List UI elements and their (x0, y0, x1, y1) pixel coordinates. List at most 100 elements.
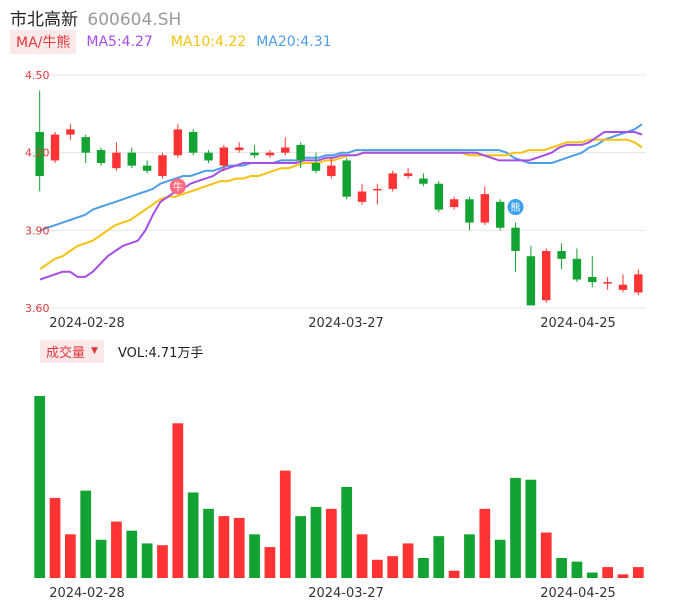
volume-bar (310, 507, 322, 578)
candle-body (219, 147, 229, 166)
candle-body (526, 256, 536, 306)
volume-bar (433, 536, 445, 578)
stock-code: 600604.SH (87, 10, 182, 30)
volume-tab-label: 成交量 (46, 345, 86, 361)
bull-badge-label: 牛 (173, 180, 183, 193)
y-tick-label: 3.60 (25, 302, 50, 315)
x-tick-label: 2024-04-25 (540, 586, 616, 601)
x-tick-label: 2024-02-28 (49, 586, 125, 601)
candle-body (342, 160, 351, 197)
volume-bar (356, 534, 368, 578)
volume-indicator-tab[interactable]: 成交量 ▼ (40, 339, 104, 363)
candle-body (373, 188, 382, 191)
candle-body (603, 282, 612, 284)
ma-indicator-tab[interactable]: MA/牛熊 (10, 30, 77, 54)
volume-bar (571, 561, 583, 578)
candle-body (296, 144, 305, 161)
candle-body (66, 129, 75, 135)
candle-body (419, 178, 428, 184)
candle-body (81, 137, 90, 153)
volume-bar (525, 479, 537, 578)
volume-bar (479, 508, 491, 578)
volume-bar (448, 570, 460, 578)
candle-body (188, 131, 198, 153)
x-tick-label: 2024-02-28 (49, 316, 125, 331)
candle-body (557, 251, 566, 259)
volume-bar (218, 516, 230, 578)
volume-bar (372, 559, 383, 578)
bear-badge-icon (507, 199, 524, 216)
candle-body (449, 199, 459, 208)
volume-bar (264, 547, 276, 578)
candles (35, 90, 643, 306)
price-grid (32, 74, 646, 309)
volume-bars (34, 396, 644, 578)
ma20-line (39, 123, 643, 232)
x-axis-ticks-volume: 2024-02-28 2024-03-27 2024-04-25 (49, 586, 616, 601)
volume-bar (49, 497, 61, 578)
ma10-label: MA10:4.22 (170, 34, 247, 50)
candle-body (588, 276, 597, 283)
volume-bar (325, 508, 337, 578)
candle-body (112, 152, 121, 169)
candle-body (388, 173, 397, 189)
bull-badge-icon (169, 178, 186, 195)
candle-body (50, 134, 60, 161)
x-tick-label: 2024-03-27 (308, 316, 384, 331)
candle-body (250, 152, 259, 156)
y-tick-label: 3.90 (25, 224, 50, 237)
volume-bar (95, 539, 107, 578)
candle-body (158, 155, 167, 176)
ma-legend: MA/牛熊 MA5:4.27 MA10:4.22 MA20:4.31 (10, 30, 332, 54)
ma20-label: MA20:4.31 (256, 34, 332, 50)
y-tick-label: 4.20 (25, 147, 50, 160)
candle-body (281, 147, 290, 153)
ma5-line (39, 131, 643, 281)
x-tick-label: 2024-04-25 (540, 316, 616, 331)
volume-bar (341, 487, 353, 578)
ma10-line (39, 138, 643, 271)
volume-bar (632, 567, 644, 578)
volume-bar (111, 521, 122, 578)
volume-bar (34, 396, 46, 578)
signal-badges: 牛熊 (169, 178, 524, 216)
candle-body (311, 163, 321, 171)
y-tick-label: 4.50 (25, 69, 50, 82)
volume-bar (494, 539, 506, 578)
volume-bar (418, 557, 429, 578)
candle-body (495, 201, 505, 228)
candle-body (403, 173, 413, 176)
volume-bar (65, 534, 76, 578)
y-axis-ticks: 4.50 4.20 3.90 3.60 (25, 69, 50, 315)
volume-bar (556, 557, 567, 578)
candle-body (634, 274, 643, 293)
caret-down-icon: ▼ (91, 346, 98, 356)
volume-bar (203, 508, 214, 578)
volume-bar (387, 556, 399, 578)
candle-body (235, 147, 244, 151)
volume-bar (617, 574, 629, 578)
candle-body (511, 227, 520, 252)
volume-bar (464, 534, 475, 578)
volume-bar (540, 532, 552, 578)
candle-body (618, 284, 628, 290)
candle-body (542, 251, 551, 301)
candle-body (127, 152, 136, 166)
candle-body (327, 165, 336, 176)
ma5-label: MA5:4.27 (86, 34, 153, 50)
stock-title: 市北高新 600604.SH (10, 5, 181, 30)
ma-lines (39, 123, 643, 281)
volume-bar (126, 530, 138, 578)
volume-bar (295, 516, 306, 578)
x-tick-label: 2024-03-27 (308, 586, 384, 601)
candle-body (96, 150, 106, 164)
volume-bar (602, 567, 613, 578)
candle-body (434, 183, 443, 210)
volume-bar (402, 543, 414, 578)
volume-bar (279, 470, 291, 578)
volume-bar (187, 492, 199, 578)
volume-bar (172, 423, 184, 578)
volume-bar (510, 477, 521, 578)
volume-bar (157, 545, 168, 578)
